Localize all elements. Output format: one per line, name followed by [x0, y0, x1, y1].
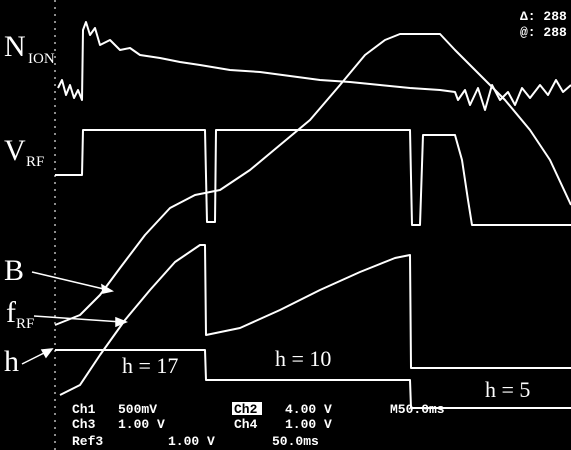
readout-timebase: 50.0ms: [272, 434, 319, 449]
h-label: h: [4, 345, 19, 378]
page: {"trace_labels": { "n_ion": {"symbol": "…: [0, 0, 571, 450]
cursor-at: @: 288: [520, 25, 567, 40]
harmonic-label: h = 5: [485, 377, 530, 402]
readout-channel: Ref3: [72, 434, 103, 449]
harmonic-label: h = 10: [275, 346, 331, 371]
readout-channel: Ch1: [72, 402, 96, 417]
readout-scale: 1.00 V: [118, 417, 165, 432]
readout-scale: 4.00 V: [285, 402, 332, 417]
readout-scale: 500mV: [118, 402, 157, 417]
n-ion-subscript: ION: [28, 51, 55, 67]
harmonic-label: h = 17: [122, 353, 178, 378]
v-rf-subscript: RF: [26, 154, 44, 170]
readout-scale: 1.00 V: [168, 434, 215, 449]
readout-scale: 1.00 V: [285, 417, 332, 432]
readout-channel: Ch2: [234, 402, 258, 417]
n-ion-symbol: N: [4, 30, 26, 63]
cursor-delta: Δ: 288: [520, 9, 567, 24]
b-label: B: [4, 254, 24, 287]
scope-screen: N ION V RF B f RF h h = 17 h = 10 h = 5 …: [0, 0, 571, 450]
readout-timebase: M50.0ms: [390, 402, 445, 417]
f-rf-subscript: RF: [16, 316, 34, 332]
readout-channel: Ch4: [234, 417, 258, 432]
v-rf-symbol: V: [4, 134, 26, 167]
f-rf-symbol: f: [6, 296, 16, 329]
readout-channel: Ch3: [72, 417, 96, 432]
